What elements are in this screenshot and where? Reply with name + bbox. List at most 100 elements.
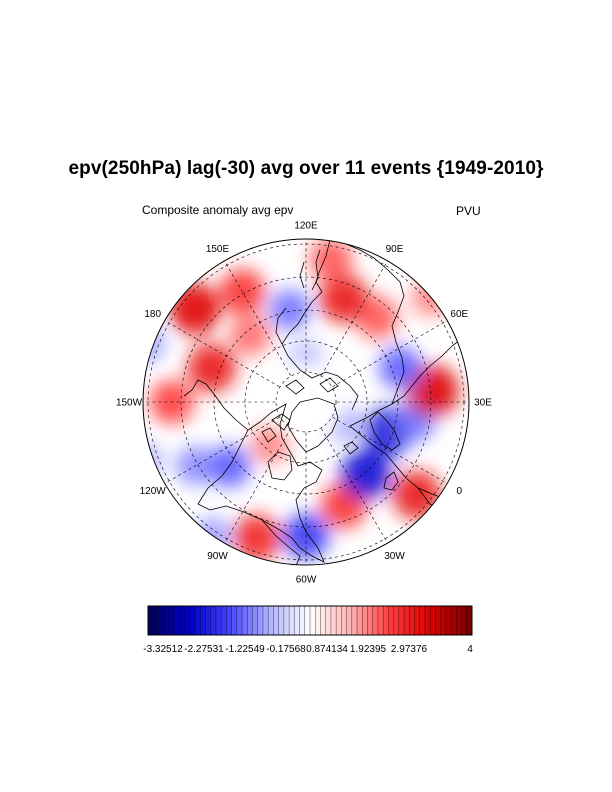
- anomaly-blob: [406, 364, 459, 417]
- meridian-line: [224, 260, 291, 376]
- colorbar-cell: [404, 606, 410, 635]
- colorbar-cell: [351, 606, 358, 635]
- meridian-line: [321, 428, 388, 544]
- anomaly-blob: [392, 470, 442, 520]
- longitude-label: 0: [457, 486, 463, 497]
- colorbar-cell: [278, 606, 285, 635]
- colorbar-cell: [310, 606, 316, 635]
- colorbar-cell: [383, 606, 389, 635]
- colorbar-cell: [435, 606, 441, 635]
- colorbar-cell: [445, 606, 452, 635]
- colorbar-cell: [189, 606, 196, 635]
- colorbar-cell: [320, 606, 326, 635]
- anomaly-blob: [269, 289, 311, 331]
- colorbar-cell: [257, 606, 264, 635]
- longitude-labels: 0 30E 60E 90E 120E 150E 180 150W 120W 90W 60W 30W: [116, 221, 492, 586]
- colorbar-cell: [304, 606, 311, 635]
- colorbar-cell: [210, 606, 217, 635]
- colorbar-cell: [252, 606, 259, 635]
- central-america-outline: [261, 519, 301, 565]
- colorbar-frame: [147, 605, 473, 636]
- colorbar-tick-label: -2.27531: [184, 644, 224, 655]
- colorbar-cell: [440, 606, 447, 635]
- meridian-line: [332, 417, 448, 484]
- colorbar-cell: [273, 606, 279, 635]
- anomaly-blob: [169, 283, 221, 335]
- colorbar-cell: [456, 606, 462, 635]
- colorbar-cell: [294, 606, 300, 635]
- colorbar-cell: [461, 606, 468, 635]
- longitude-label: 120E: [294, 221, 318, 232]
- anomaly-blob: [187, 343, 237, 393]
- colorbar-cell: [215, 606, 222, 635]
- colorbar-tick-label: 4: [467, 644, 473, 655]
- colorbar-cell: [289, 606, 295, 635]
- scandinavia-outline: [369, 411, 401, 451]
- meridian-line: [321, 260, 388, 376]
- parallel-70n: [244, 340, 368, 464]
- anomaly-blob: [250, 424, 290, 464]
- colorbar-cell: [325, 606, 332, 635]
- anomaly-blob: [379, 346, 422, 389]
- colorbar-tick-label: 0.874134: [306, 644, 348, 655]
- colorbar-cell: [163, 606, 170, 635]
- colorbar-cell: [153, 606, 159, 635]
- colorbar-cell: [419, 606, 426, 635]
- colorbar-cell: [247, 606, 253, 635]
- colorbar-cell: [430, 606, 436, 635]
- hudson-bay-outline: [267, 451, 293, 481]
- longitude-label: 60E: [450, 309, 468, 320]
- colorbar-cell: [377, 606, 384, 635]
- meridian-line: [332, 320, 448, 387]
- map-boundary: [142, 238, 470, 566]
- anomaly-blob: [341, 448, 392, 499]
- plot-title: epv(250hPa) lag(-30) avg over 11 events …: [68, 158, 544, 179]
- graticule: [143, 239, 469, 565]
- parallel-60n: [213, 309, 399, 495]
- colorbar-cell: [409, 606, 415, 635]
- anomaly-blob: [288, 338, 324, 374]
- longitude-label: 150W: [116, 398, 143, 409]
- colorbar-cell: [362, 606, 368, 635]
- meridian-line: [164, 417, 280, 484]
- longitude-label: 90E: [386, 244, 404, 255]
- meridian-line: [224, 428, 291, 544]
- colorbar-cell: [184, 606, 191, 635]
- longitude-label: 120W: [140, 486, 167, 497]
- colorbar-cell: [357, 606, 363, 635]
- arctic-islands-outline: [261, 377, 339, 443]
- continent-outlines: [183, 239, 469, 565]
- longitude-label: 30W: [384, 551, 405, 562]
- colorbar-cell: [168, 606, 175, 635]
- colorbar-tick-label: 1.92395: [350, 644, 387, 655]
- colorbar-cell: [179, 606, 185, 635]
- longitude-label: 30E: [474, 398, 492, 409]
- alaska-outline: [183, 379, 249, 431]
- colorbar-tick-label: -1.22549: [225, 644, 265, 655]
- colorbar-tick-label: -3.32512: [143, 644, 183, 655]
- units-label: PVU: [456, 204, 481, 218]
- parallel-40n: [147, 243, 465, 561]
- colorbar-cell: [158, 606, 164, 635]
- colorbar-cell: [393, 606, 400, 635]
- colorbar-cell: [346, 606, 353, 635]
- longitude-label: 150E: [206, 244, 230, 255]
- british-isles-outline: [383, 471, 399, 491]
- colorbar-cell: [283, 606, 290, 635]
- colorbar-cell: [466, 606, 473, 635]
- colorbar-cell: [205, 606, 212, 635]
- colorbar-cell: [174, 606, 180, 635]
- colorbar-cell: [336, 606, 342, 635]
- longitude-label: 180: [144, 309, 161, 320]
- colorbar-cell: [200, 606, 206, 635]
- colorbar-cell: [388, 606, 394, 635]
- colorbar-cell: [262, 606, 269, 635]
- japan-outline: [299, 249, 321, 291]
- colorbar-cell: [236, 606, 243, 635]
- left-subtitle: Composite anomaly avg epv: [142, 203, 294, 217]
- colorbar-cell: [315, 606, 321, 635]
- colorbar-cell: [242, 606, 248, 635]
- colorbar: -3.32512 -2.27531 -1.22549 -0.17568 0.874134…: [143, 605, 473, 655]
- colorbar-tick-label: 2.97376: [391, 644, 428, 655]
